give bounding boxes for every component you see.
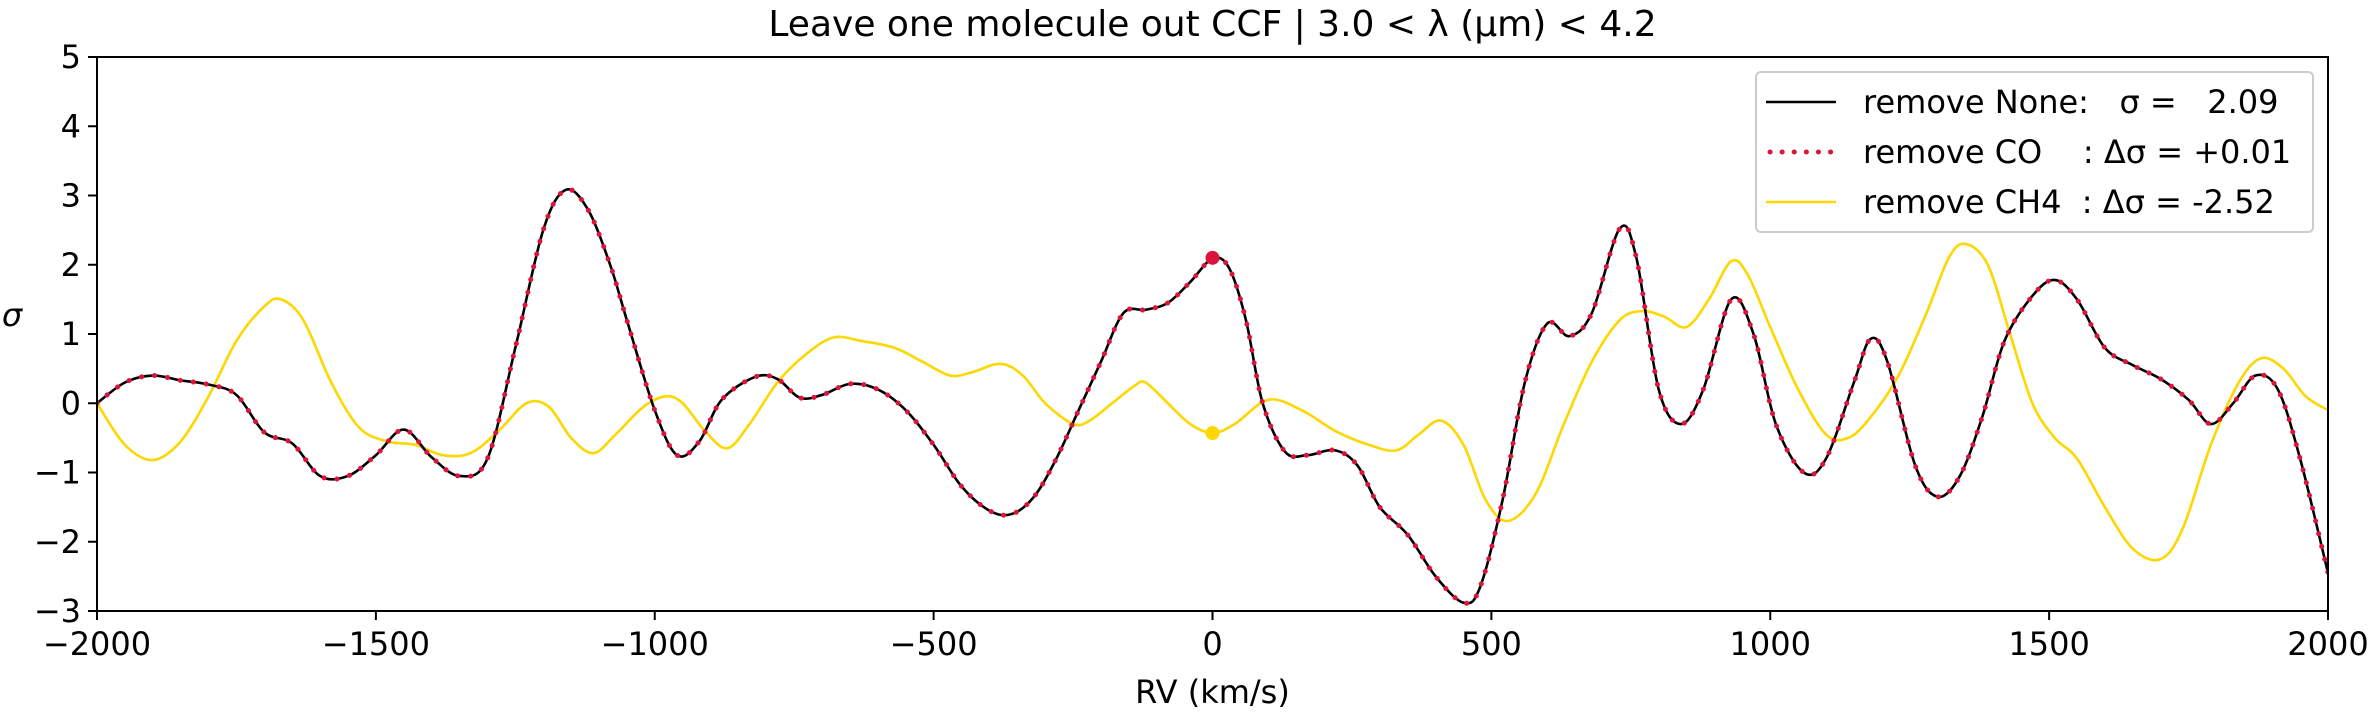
y-tick-label: 3 [61, 177, 81, 215]
x-tick-label: −500 [890, 625, 978, 663]
y-tick-label: 5 [61, 38, 81, 76]
series-line-remove-ch4 [97, 242, 2328, 562]
legend-label: remove CO : Δσ = +0.01 [1863, 133, 2291, 171]
series-lines [97, 186, 2328, 606]
y-tick-label: 2 [61, 246, 81, 284]
x-tick-label: −1500 [322, 625, 430, 663]
y-tick-label: 4 [61, 107, 81, 145]
y-axis-label: σ [2, 296, 24, 334]
marker-co [1205, 250, 1220, 265]
x-tick-label: 1500 [2008, 625, 2089, 663]
y-tick-label: −2 [34, 523, 81, 561]
legend-box [1755, 71, 2314, 233]
series-line-remove-co [97, 186, 2328, 606]
y-tick-label: −3 [34, 592, 81, 630]
x-tick-label: −2000 [43, 625, 151, 663]
x-tick-label: 0 [1202, 625, 1222, 663]
series-markers [1205, 250, 1220, 441]
y-tick-label: 1 [61, 315, 81, 353]
legend-label: remove CH4 : Δσ = -2.52 [1863, 183, 2275, 221]
y-axis-ticks: −3 −2 −1 0 1 2 3 4 5 [34, 38, 97, 630]
legend: remove None: σ = 2.09 remove CO : Δσ = +0… [1755, 71, 2314, 233]
x-tick-label: −1000 [601, 625, 709, 663]
y-tick-label: −1 [34, 454, 81, 492]
y-tick-label: 0 [61, 384, 81, 422]
legend-label: remove None: σ = 2.09 [1863, 83, 2279, 121]
marker-ch4 [1205, 426, 1220, 441]
x-axis-label: RV (km/s) [1135, 673, 1290, 711]
plot-frame [96, 56, 2329, 612]
x-tick-label: 500 [1461, 625, 1522, 663]
x-tick-label: 2000 [2287, 625, 2368, 663]
x-axis-ticks: −2000 −1500 −1000 −500 0 500 1000 1500 2000 [43, 611, 2369, 663]
chart-title: Leave one molecule out CCF | 3.0 < λ (μm… [768, 4, 1656, 45]
x-tick-label: 1000 [1730, 625, 1811, 663]
